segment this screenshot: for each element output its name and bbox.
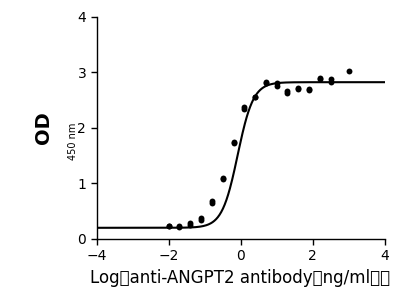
Point [241,106,248,111]
Point [263,79,269,84]
Point [241,105,248,110]
Point [306,88,312,92]
Point [230,140,237,145]
Point [317,75,323,80]
Point [306,86,312,91]
Point [198,218,204,222]
Text: 450 nm: 450 nm [68,122,78,160]
Point [295,85,302,90]
Point [345,69,352,74]
Point [220,176,226,181]
Point [252,94,258,99]
Point [187,221,194,226]
Point [176,223,183,228]
Point [263,81,269,86]
Point [252,94,258,99]
X-axis label: Log（anti-ANGPT2 antibody（ng/ml））: Log（anti-ANGPT2 antibody（ng/ml）） [90,269,391,287]
Point [284,90,290,95]
Text: OD: OD [34,111,54,144]
Point [187,223,194,227]
Point [273,81,280,86]
Point [209,201,215,205]
Point [165,223,172,228]
Point [273,83,280,88]
Point [198,216,204,221]
Point [220,176,226,180]
Point [176,224,183,229]
Point [230,141,237,146]
Point [165,224,172,229]
Point [328,79,334,84]
Point [209,199,215,204]
Point [328,77,334,81]
Point [295,86,302,91]
Point [284,88,290,93]
Point [317,77,323,81]
